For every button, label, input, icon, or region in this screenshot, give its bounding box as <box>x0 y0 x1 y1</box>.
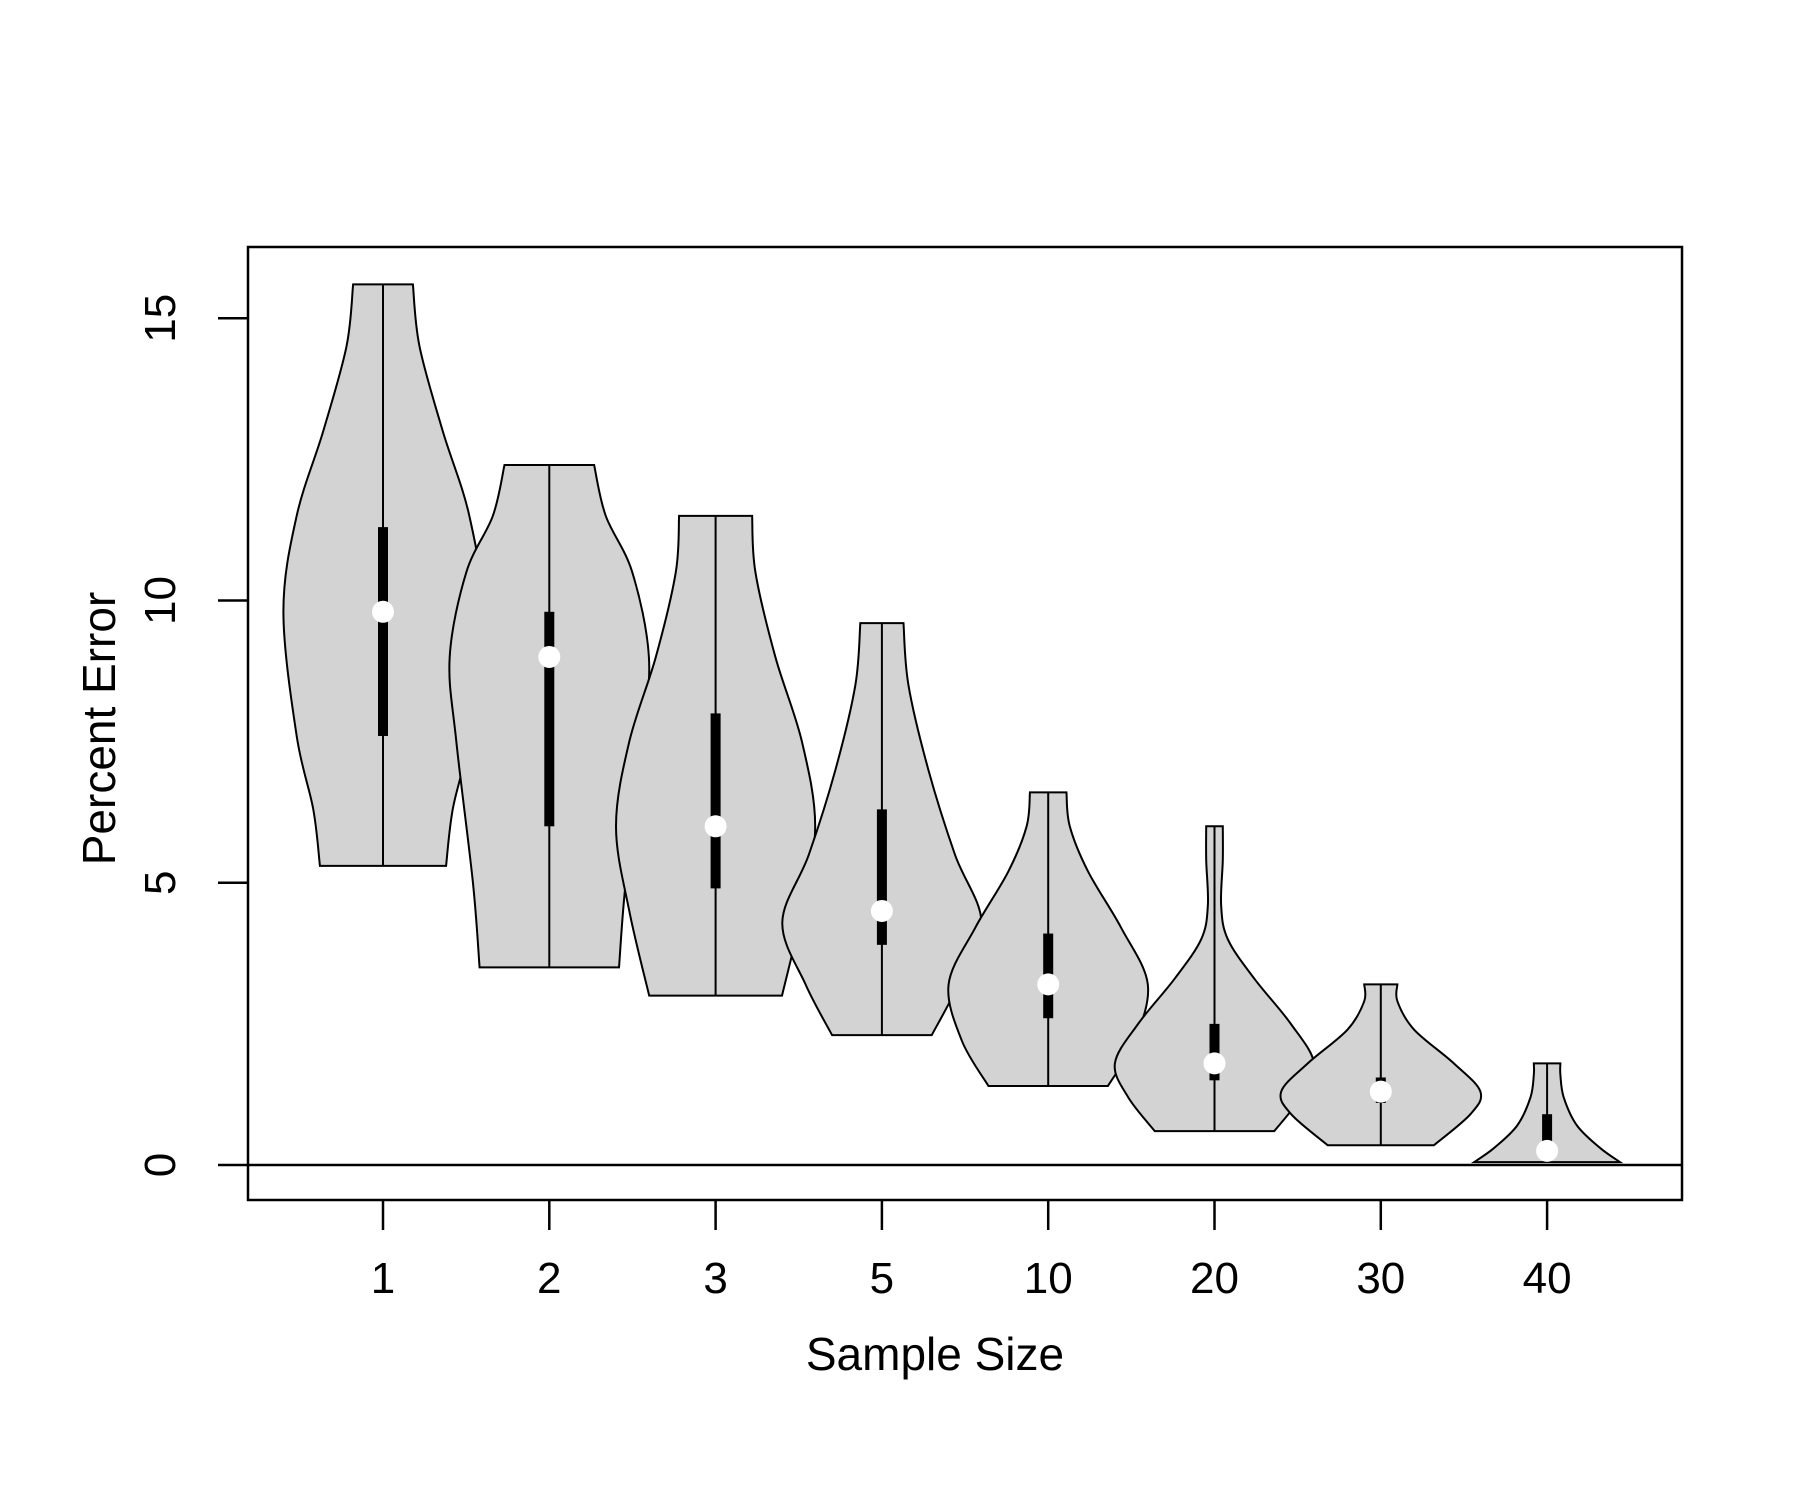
violin-3 <box>614 514 817 997</box>
y-tick-label: 10 <box>136 576 185 625</box>
y-tick-label: 0 <box>136 1153 185 1177</box>
y-axis: 0 5 10 15 <box>136 294 248 1177</box>
x-axis-title: Sample Size <box>806 1328 1064 1380</box>
x-axis: 1 2 3 5 10 20 30 40 <box>371 1200 1572 1303</box>
x-tick-label: 2 <box>537 1254 561 1303</box>
x-tick-label: 30 <box>1356 1254 1405 1303</box>
violin-30 <box>1279 983 1483 1147</box>
violin-2 <box>448 464 651 969</box>
violin-1 <box>282 283 484 867</box>
violin-median-dot <box>538 645 561 668</box>
x-tick-label: 40 <box>1523 1254 1572 1303</box>
violin-median-dot <box>704 815 727 838</box>
violin-median-dot <box>870 899 893 922</box>
violin-iqr-box <box>1542 1114 1553 1160</box>
violin-median-dot <box>1037 973 1060 996</box>
violin-iqr-box <box>710 713 721 889</box>
violin-40 <box>1470 1062 1624 1164</box>
violin-5 <box>781 622 983 1037</box>
violin-10 <box>947 791 1150 1087</box>
violin-iqr-box <box>378 527 388 736</box>
x-tick-label: 3 <box>703 1254 727 1303</box>
violin-20 <box>1113 825 1316 1133</box>
plot-frame <box>246 245 1684 1202</box>
x-tick-label: 20 <box>1190 1254 1239 1303</box>
violin-iqr-box <box>876 809 887 945</box>
x-tick-label: 10 <box>1024 1254 1073 1303</box>
y-axis-title: Percent Error <box>73 592 125 866</box>
violin-iqr-box <box>1209 1023 1220 1081</box>
y-tick-label: 15 <box>136 294 185 343</box>
y-tick-label: 5 <box>136 871 185 895</box>
violin-layer <box>282 283 1624 1164</box>
violin-iqr-box <box>544 611 555 827</box>
x-tick-label: 5 <box>870 1254 894 1303</box>
x-tick-label: 1 <box>371 1254 395 1303</box>
violin-median-dot <box>1536 1139 1559 1162</box>
violin-median-dot <box>372 600 394 623</box>
violin-median-dot <box>1369 1080 1392 1103</box>
violin-median-dot <box>1203 1052 1226 1075</box>
